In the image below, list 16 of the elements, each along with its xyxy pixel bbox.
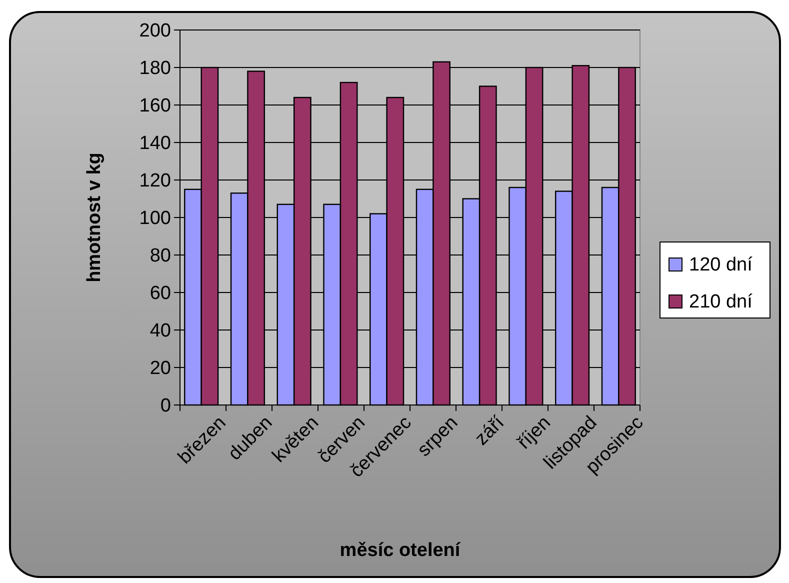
y-tick-label: 180 — [139, 58, 171, 80]
y-tick-label: 160 — [139, 96, 171, 117]
y-tick-label: 60 — [150, 283, 171, 304]
y-tick-label: 200 — [139, 20, 171, 42]
y-tick-label: 20 — [150, 358, 171, 380]
y-tick-label: 140 — [139, 133, 171, 154]
legend-label: 210 dní — [689, 292, 754, 313]
y-tick-label: 100 — [139, 208, 171, 230]
legend-label: 120 dní — [689, 254, 754, 276]
y-tick-label: 120 — [139, 170, 171, 192]
y-tick-label: 40 — [150, 320, 171, 342]
y-tick-label: 80 — [150, 246, 171, 267]
x-axis-title: měsíc otelení — [340, 540, 461, 561]
y-axis-title: hmotnost v kg — [84, 152, 105, 282]
x-tick-label: září — [471, 412, 509, 450]
y-tick-label: 0 — [160, 396, 171, 417]
